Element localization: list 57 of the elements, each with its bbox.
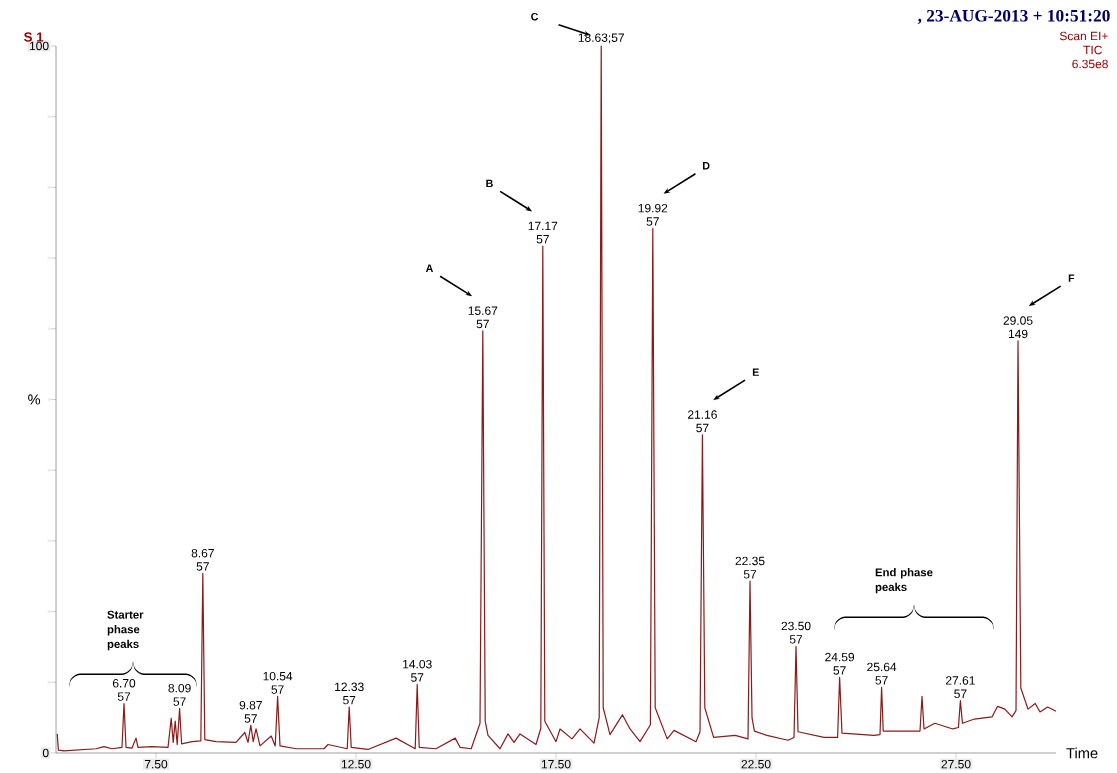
x-tick-label: 22.50 <box>741 759 771 769</box>
y-tick-label: 100 <box>29 41 49 51</box>
annotation: 12.33 <box>335 682 364 692</box>
annotation: 57 <box>696 423 709 433</box>
annotation: End phase peaks <box>875 568 933 594</box>
annotation: 8.67 <box>191 548 214 558</box>
x-tick-label: 12.50 <box>341 759 371 769</box>
annotation: 57 <box>117 692 131 701</box>
annotation: 57 <box>646 217 659 226</box>
annotation: 22.35 <box>735 556 765 566</box>
annotation: 9.87 <box>239 700 262 710</box>
annotation: 21.16 <box>688 410 717 419</box>
annotation: 15.67 <box>468 306 498 315</box>
annotation: 57 <box>743 570 757 579</box>
annotation: D <box>703 162 710 170</box>
annotation: 57 <box>411 673 424 682</box>
annotation: 57 <box>173 697 186 706</box>
text: 6.35e8 <box>1072 59 1108 69</box>
x-tick-label: 7.50 <box>144 759 168 769</box>
annotation: 14.03 <box>403 659 432 669</box>
annotation: 25.64 <box>867 662 897 672</box>
annotation: 18.63;57 <box>578 33 624 44</box>
annotation: 57 <box>833 666 846 675</box>
annotation: 24.59 <box>825 652 855 662</box>
y-axis-title: % <box>28 394 41 405</box>
text: C <box>531 12 539 21</box>
annotation: A <box>425 264 434 272</box>
annotation: 23.50 <box>781 621 811 631</box>
x-axis-title: Time <box>1066 747 1098 759</box>
annotation: 149 <box>1008 329 1028 339</box>
annotation: 57 <box>789 635 803 644</box>
text: F <box>1068 274 1075 282</box>
annotation: 27.61 <box>946 676 975 685</box>
x-tick-label: 17.50 <box>541 759 571 769</box>
text: Scan EI+ <box>1059 31 1108 41</box>
x-tick-label: 27.50 <box>941 759 971 769</box>
text: S 1 <box>23 32 44 42</box>
annotation: 6.70 <box>112 678 136 688</box>
annotation: 57 <box>271 685 284 694</box>
text: , 23-AUG-2013 + 10:51:20 <box>917 9 1110 25</box>
annotation: 29.05 <box>1003 316 1033 325</box>
annotation: 57 <box>954 689 967 699</box>
annotation: 19.92 <box>638 203 668 213</box>
annotation: Starter phase peaks <box>107 610 144 651</box>
annotation: 8.09 <box>168 683 191 693</box>
annotation: E <box>752 368 759 376</box>
annotation: 57 <box>875 676 888 685</box>
annotation: 10.54 <box>263 671 293 681</box>
annotation: 57 <box>476 319 489 329</box>
y-tick-label: 0 <box>42 748 49 758</box>
annotation: 57 <box>196 562 209 571</box>
annotation: B <box>486 179 493 188</box>
annotation: 17.17 <box>528 221 558 231</box>
text: TIC <box>1083 45 1102 55</box>
annotation: 57 <box>343 695 356 705</box>
annotation: 57 <box>244 714 257 723</box>
annotation: 57 <box>536 235 549 244</box>
